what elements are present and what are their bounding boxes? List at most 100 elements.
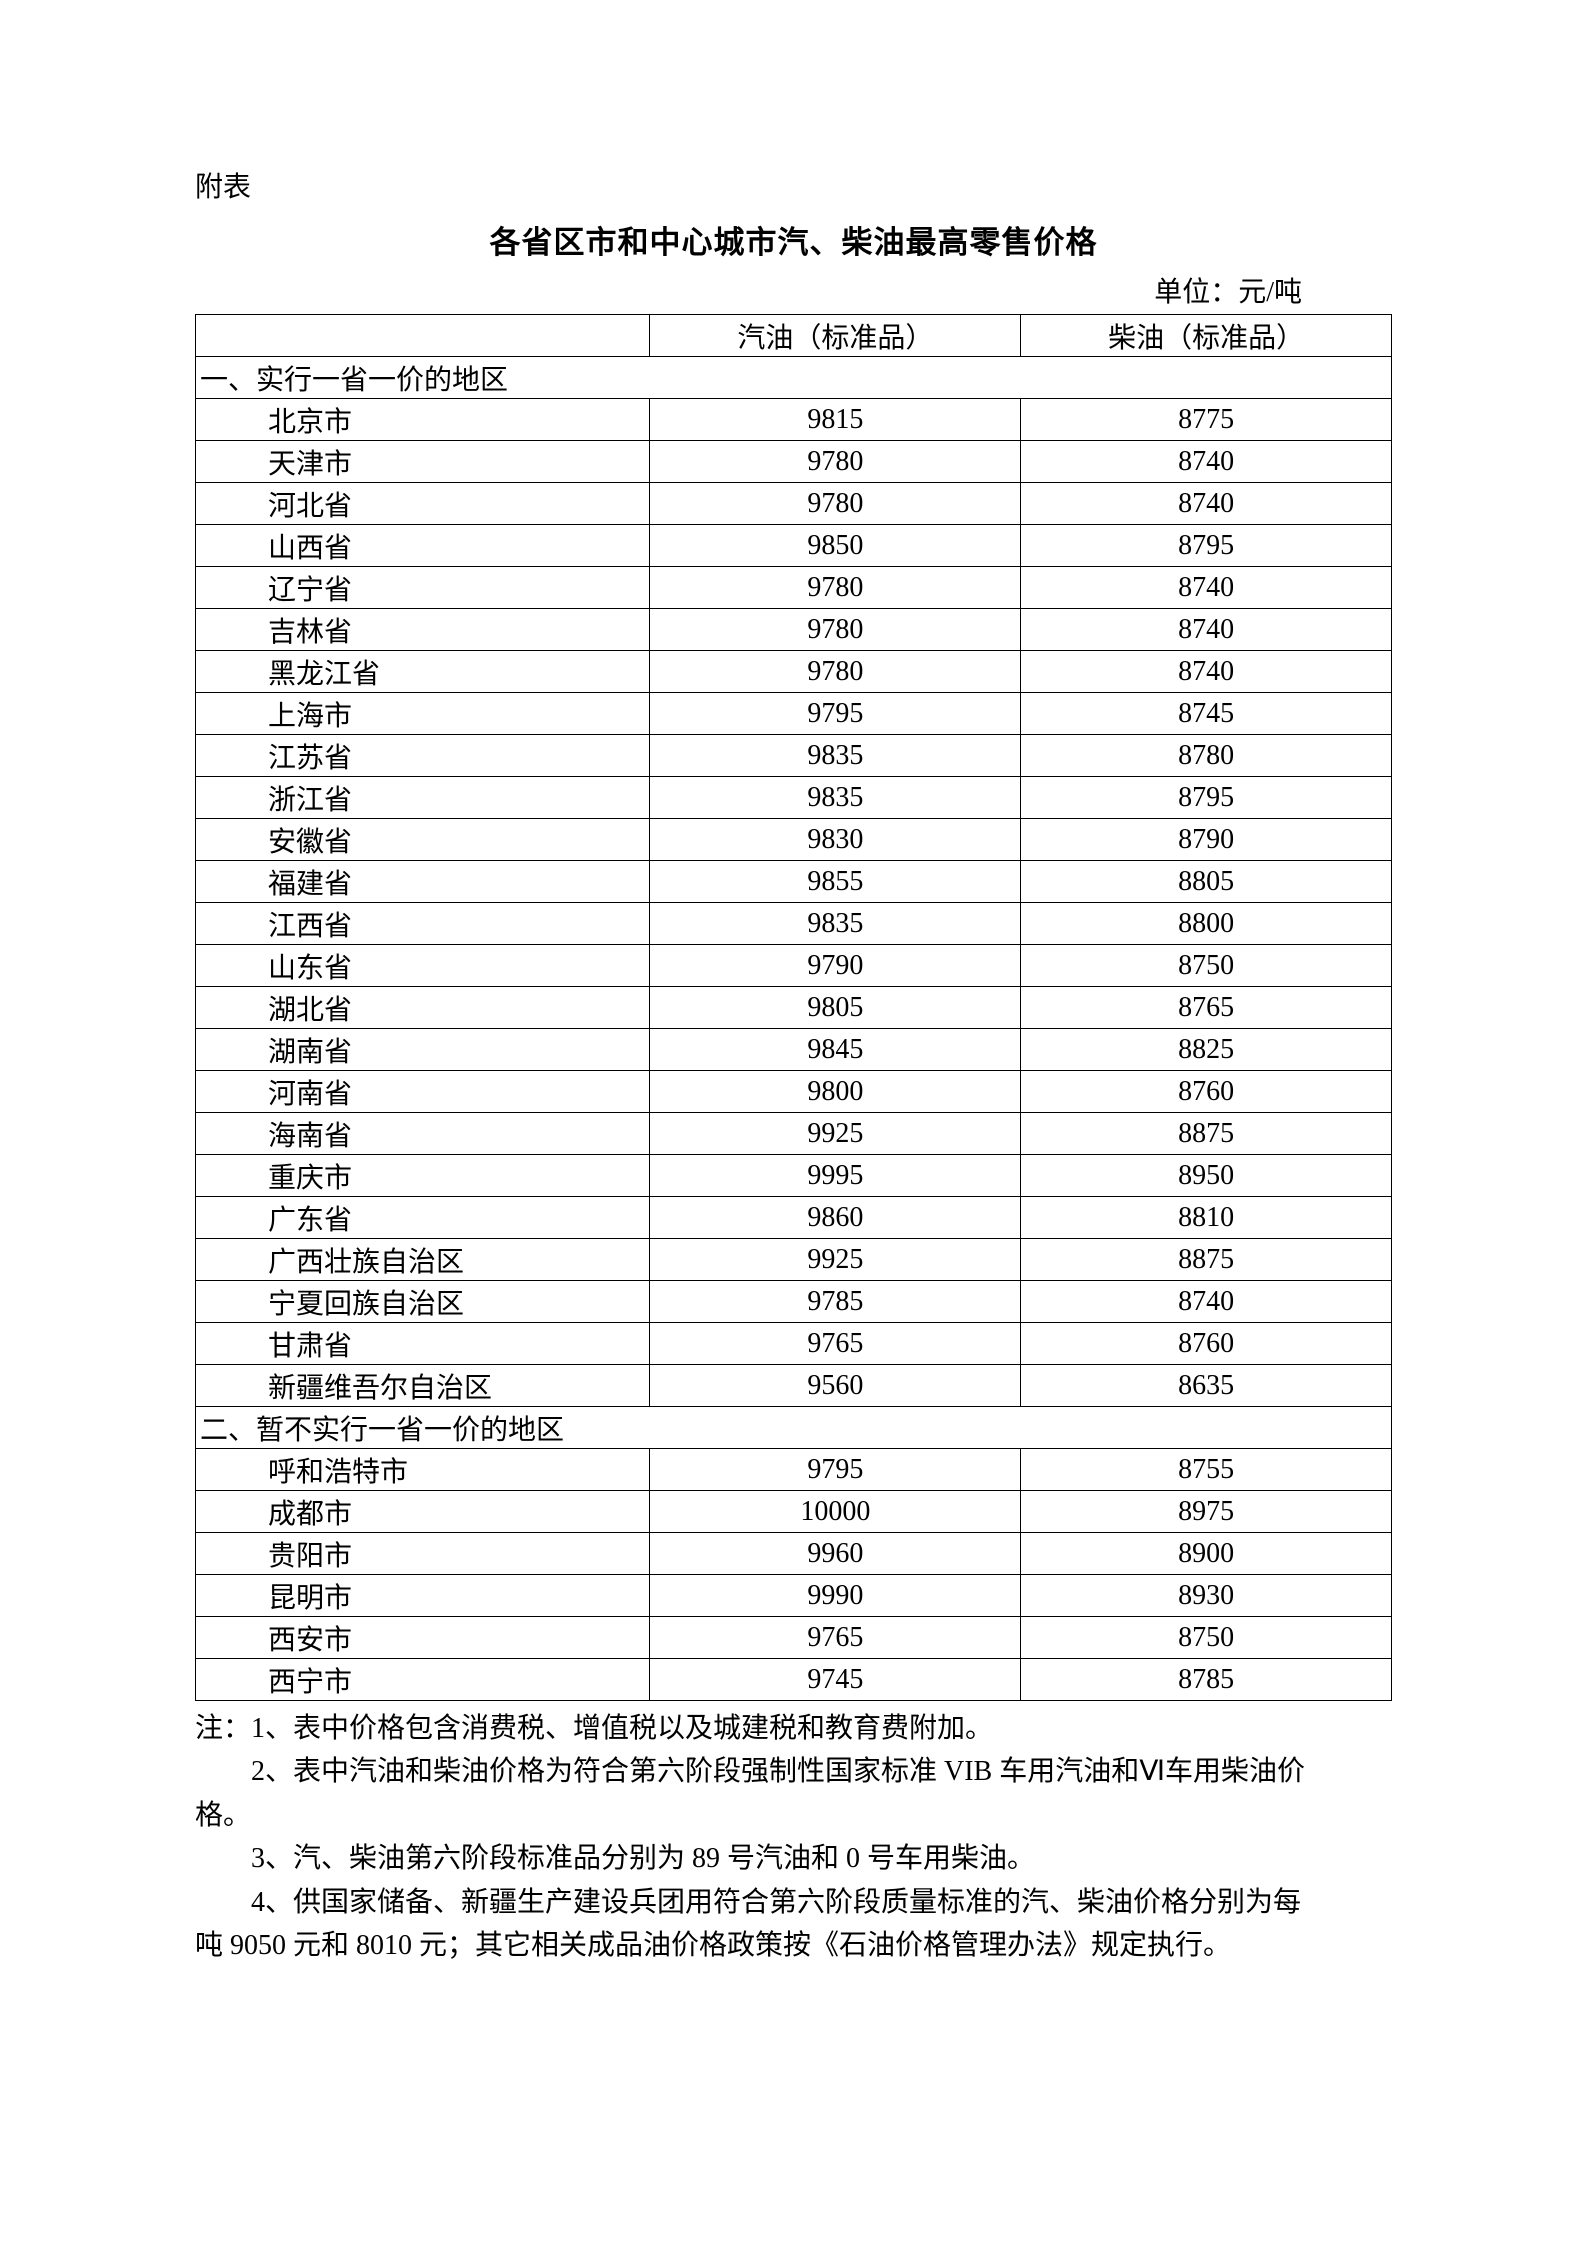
region-cell: 辽宁省 (196, 567, 650, 609)
diesel-cell: 8805 (1021, 861, 1392, 903)
section-header-cell: 二、暂不实行一省一价的地区 (196, 1407, 1392, 1449)
region-cell: 新疆维吾尔自治区 (196, 1365, 650, 1407)
diesel-cell: 8795 (1021, 525, 1392, 567)
table-body: 一、实行一省一价的地区北京市98158775天津市97808740河北省9780… (196, 357, 1392, 1701)
region-cell: 重庆市 (196, 1155, 650, 1197)
diesel-cell: 8780 (1021, 735, 1392, 777)
table-row: 山西省98508795 (196, 525, 1392, 567)
diesel-cell: 8900 (1021, 1533, 1392, 1575)
note-line: 3、汽、柴油第六阶段标准品分别为 89 号汽油和 0 号车用柴油。 (195, 1837, 1392, 1880)
diesel-cell: 8975 (1021, 1491, 1392, 1533)
region-cell: 北京市 (196, 399, 650, 441)
diesel-cell: 8740 (1021, 1281, 1392, 1323)
table-row: 广东省98608810 (196, 1197, 1392, 1239)
table-row: 西安市97658750 (196, 1617, 1392, 1659)
gasoline-cell: 9925 (650, 1113, 1021, 1155)
diesel-cell: 8760 (1021, 1323, 1392, 1365)
table-row: 福建省98558805 (196, 861, 1392, 903)
table-row: 吉林省97808740 (196, 609, 1392, 651)
diesel-cell: 8765 (1021, 987, 1392, 1029)
diesel-cell: 8635 (1021, 1365, 1392, 1407)
section-header-row: 一、实行一省一价的地区 (196, 357, 1392, 399)
table-row: 海南省99258875 (196, 1113, 1392, 1155)
region-cell: 江西省 (196, 903, 650, 945)
table-row: 重庆市99958950 (196, 1155, 1392, 1197)
gasoline-cell: 9990 (650, 1575, 1021, 1617)
diesel-cell: 8740 (1021, 441, 1392, 483)
table-row: 江西省98358800 (196, 903, 1392, 945)
gasoline-cell: 9925 (650, 1239, 1021, 1281)
gasoline-cell: 9790 (650, 945, 1021, 987)
gasoline-cell: 9765 (650, 1617, 1021, 1659)
region-cell: 天津市 (196, 441, 650, 483)
price-table: 汽油（标准品） 柴油（标准品） 一、实行一省一价的地区北京市98158775天津… (195, 314, 1392, 1701)
gasoline-cell: 9560 (650, 1365, 1021, 1407)
region-cell: 安徽省 (196, 819, 650, 861)
unit-label: 单位：元/吨 (195, 270, 1392, 310)
region-cell: 海南省 (196, 1113, 650, 1155)
gasoline-cell: 9860 (650, 1197, 1021, 1239)
gasoline-cell: 9995 (650, 1155, 1021, 1197)
diesel-cell: 8750 (1021, 945, 1392, 987)
notes-block: 注：1、表中价格包含消费税、增值税以及城建税和教育费附加。2、表中汽油和柴油价格… (195, 1707, 1392, 1967)
note-line: 2、表中汽油和柴油价格为符合第六阶段强制性国家标准 VIB 车用汽油和Ⅵ车用柴油… (195, 1750, 1392, 1793)
region-cell: 广东省 (196, 1197, 650, 1239)
header-gasoline: 汽油（标准品） (650, 315, 1021, 357)
region-cell: 成都市 (196, 1491, 650, 1533)
diesel-cell: 8740 (1021, 651, 1392, 693)
gasoline-cell: 9960 (650, 1533, 1021, 1575)
gasoline-cell: 9835 (650, 735, 1021, 777)
gasoline-cell: 10000 (650, 1491, 1021, 1533)
region-cell: 呼和浩特市 (196, 1449, 650, 1491)
diesel-cell: 8750 (1021, 1617, 1392, 1659)
gasoline-cell: 9835 (650, 903, 1021, 945)
section-header-cell: 一、实行一省一价的地区 (196, 357, 1392, 399)
gasoline-cell: 9780 (650, 651, 1021, 693)
gasoline-cell: 9800 (650, 1071, 1021, 1113)
diesel-cell: 8950 (1021, 1155, 1392, 1197)
region-cell: 宁夏回族自治区 (196, 1281, 650, 1323)
diesel-cell: 8800 (1021, 903, 1392, 945)
region-cell: 湖南省 (196, 1029, 650, 1071)
region-cell: 吉林省 (196, 609, 650, 651)
gasoline-cell: 9745 (650, 1659, 1021, 1701)
region-cell: 甘肃省 (196, 1323, 650, 1365)
gasoline-cell: 9830 (650, 819, 1021, 861)
gasoline-cell: 9785 (650, 1281, 1021, 1323)
header-region (196, 315, 650, 357)
diesel-cell: 8775 (1021, 399, 1392, 441)
gasoline-cell: 9815 (650, 399, 1021, 441)
gasoline-cell: 9795 (650, 693, 1021, 735)
diesel-cell: 8875 (1021, 1239, 1392, 1281)
table-row: 成都市100008975 (196, 1491, 1392, 1533)
gasoline-cell: 9780 (650, 609, 1021, 651)
table-row: 昆明市99908930 (196, 1575, 1392, 1617)
diesel-cell: 8760 (1021, 1071, 1392, 1113)
diesel-cell: 8790 (1021, 819, 1392, 861)
diesel-cell: 8875 (1021, 1113, 1392, 1155)
region-cell: 上海市 (196, 693, 650, 735)
note-line: 注：1、表中价格包含消费税、增值税以及城建税和教育费附加。 (195, 1707, 1392, 1750)
page-title: 各省区市和中心城市汽、柴油最高零售价格 (195, 217, 1392, 262)
gasoline-cell: 9845 (650, 1029, 1021, 1071)
table-row: 江苏省98358780 (196, 735, 1392, 777)
table-row: 贵阳市99608900 (196, 1533, 1392, 1575)
region-cell: 湖北省 (196, 987, 650, 1029)
table-header-row: 汽油（标准品） 柴油（标准品） (196, 315, 1392, 357)
diesel-cell: 8755 (1021, 1449, 1392, 1491)
diesel-cell: 8745 (1021, 693, 1392, 735)
table-row: 黑龙江省97808740 (196, 651, 1392, 693)
region-cell: 江苏省 (196, 735, 650, 777)
gasoline-cell: 9780 (650, 567, 1021, 609)
table-row: 宁夏回族自治区97858740 (196, 1281, 1392, 1323)
gasoline-cell: 9855 (650, 861, 1021, 903)
table-row: 北京市98158775 (196, 399, 1392, 441)
diesel-cell: 8795 (1021, 777, 1392, 819)
prefix-label: 附表 (195, 165, 1392, 205)
diesel-cell: 8930 (1021, 1575, 1392, 1617)
table-row: 河南省98008760 (196, 1071, 1392, 1113)
table-row: 广西壮族自治区99258875 (196, 1239, 1392, 1281)
region-cell: 河南省 (196, 1071, 650, 1113)
gasoline-cell: 9780 (650, 483, 1021, 525)
note-line: 4、供国家储备、新疆生产建设兵团用符合第六阶段质量标准的汽、柴油价格分别为每 (195, 1881, 1392, 1924)
